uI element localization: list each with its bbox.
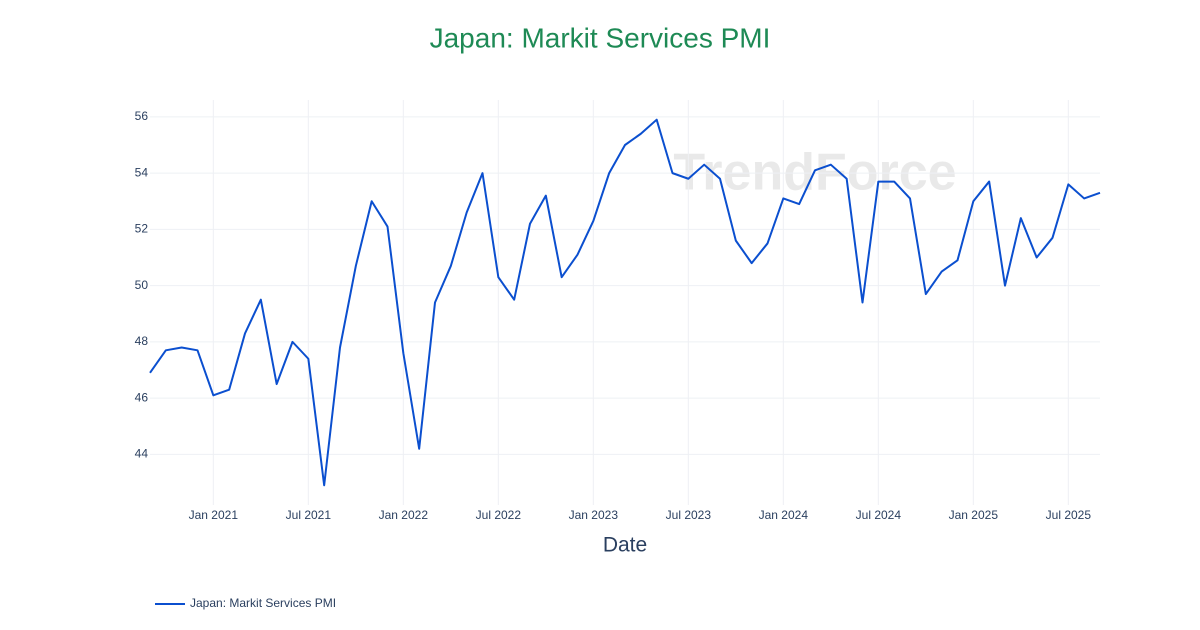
x-tick-label: Jul 2024 xyxy=(856,508,902,522)
x-tick-label: Jul 2021 xyxy=(286,508,332,522)
y-tick-label: 54 xyxy=(135,165,149,179)
x-tick-label: Jan 2022 xyxy=(379,508,429,522)
y-tick-label: 46 xyxy=(135,390,149,404)
x-tick-label: Jul 2022 xyxy=(476,508,522,522)
legend-label: Japan: Markit Services PMI xyxy=(190,596,336,610)
y-tick-label: 50 xyxy=(135,278,149,292)
x-tick-label: Jul 2025 xyxy=(1046,508,1092,522)
y-tick-label: 44 xyxy=(135,447,149,461)
x-tick-label: Jan 2023 xyxy=(569,508,619,522)
y-tick-label: 52 xyxy=(135,222,149,236)
x-tick-label: Jan 2024 xyxy=(759,508,809,522)
chart-title: Japan: Markit Services PMI xyxy=(430,22,771,53)
data-line xyxy=(149,118,1101,487)
x-tick-label: Jan 2025 xyxy=(949,508,999,522)
x-tick-label: Jul 2023 xyxy=(666,508,712,522)
y-tick-label: 48 xyxy=(135,334,149,348)
y-tick-label: 56 xyxy=(135,109,149,123)
x-axis-title: Date xyxy=(603,534,647,557)
x-tick-label: Jan 2021 xyxy=(189,508,239,522)
